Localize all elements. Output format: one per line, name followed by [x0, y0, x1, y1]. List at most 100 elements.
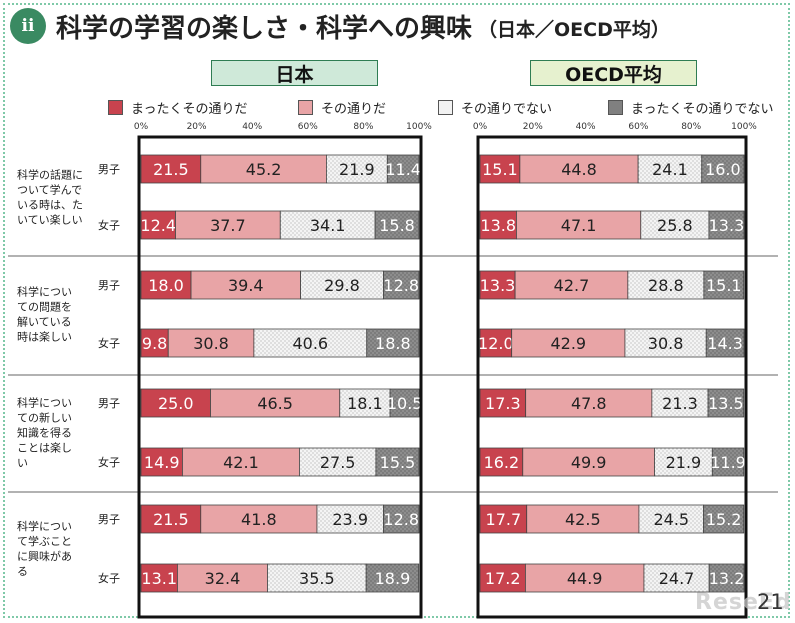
bar-segment-strongly-disagree — [366, 328, 420, 358]
data-label: 16.2 — [484, 453, 520, 472]
data-label: 44.8 — [561, 160, 597, 179]
data-label: 21.5 — [153, 160, 189, 179]
panel-frame-japan — [137, 135, 423, 619]
data-label: 18.0 — [148, 276, 184, 295]
question-label: 科学についての問題を解いている時は楽しい — [17, 285, 72, 344]
bar-segment-strongly-agree — [140, 447, 183, 477]
data-label: 13.3 — [480, 276, 516, 295]
bar-segment-disagree — [299, 447, 377, 477]
data-label: 17.3 — [485, 394, 521, 413]
bar-segment-strongly-agree — [140, 154, 202, 184]
bar-segment-disagree — [326, 154, 388, 184]
bar-segment-agree — [182, 447, 300, 477]
bar-segment-agree — [175, 210, 281, 240]
legend-item-disagree: その通りでない — [438, 98, 552, 117]
data-label: 42.5 — [565, 510, 601, 529]
bar-segment-strongly-agree — [479, 563, 526, 593]
axis-tick-label: 80% — [681, 122, 701, 132]
gender-label: 男子 — [98, 513, 120, 526]
data-label: 12.4 — [140, 216, 176, 235]
data-label: 27.5 — [320, 453, 356, 472]
bar-segment-strongly-disagree — [708, 210, 745, 240]
data-label: 12.0 — [478, 334, 514, 353]
bar-segment-agree — [514, 270, 629, 300]
data-label: 13.5 — [708, 394, 744, 413]
bar-segment-disagree — [627, 270, 705, 300]
page-subtitle: （日本／OECD平均） — [478, 18, 670, 41]
axis-tick-label: 40% — [576, 122, 596, 132]
data-label: 47.1 — [561, 216, 597, 235]
data-label: 18.8 — [375, 334, 411, 353]
data-label: 25.8 — [657, 216, 693, 235]
axis-tick-label: 100% — [731, 122, 757, 132]
region-label-oecd: OECD平均 — [530, 60, 697, 86]
data-label: 11.4 — [385, 160, 421, 179]
bar-segment-strongly-agree — [479, 270, 516, 300]
bar-segment-disagree — [267, 563, 367, 593]
bar-segment-strongly-disagree — [375, 447, 420, 477]
legend-item-strongly-agree: まったくその通りだ — [108, 98, 247, 117]
question-label: 科学について学ぶことに興味がある — [17, 519, 72, 578]
bar-segment-strongly-disagree — [383, 504, 420, 534]
bar-segment-disagree — [654, 447, 713, 477]
axis-tick-label: 60% — [298, 122, 318, 132]
data-label: 15.1 — [706, 276, 742, 295]
bar-segment-strongly-disagree — [365, 563, 420, 593]
section-badge: ii — [10, 8, 46, 44]
bar-segment-agree — [525, 388, 653, 418]
data-label: 47.8 — [571, 394, 607, 413]
data-label: 28.8 — [648, 276, 684, 295]
data-label: 10.5 — [387, 394, 423, 413]
data-label: 14.9 — [144, 453, 180, 472]
data-label: 23.9 — [332, 510, 368, 529]
data-label: 24.7 — [659, 569, 695, 588]
data-label: 13.8 — [480, 216, 516, 235]
data-label: 12.8 — [383, 276, 419, 295]
legend-item-agree: その通りだ — [298, 98, 386, 117]
data-label: 9.8 — [142, 334, 167, 353]
data-label: 29.8 — [324, 276, 360, 295]
bar-segment-strongly-agree — [140, 270, 192, 300]
bar-segment-strongly-agree — [479, 447, 524, 477]
axis-tick-label: 100% — [406, 122, 432, 132]
bar-segment-agree — [167, 328, 255, 358]
bar-segment-disagree — [637, 154, 703, 184]
legend-label: まったくその通りでない — [631, 102, 774, 117]
data-label: 16.0 — [705, 160, 741, 179]
data-label: 46.5 — [257, 394, 293, 413]
data-label: 40.6 — [292, 334, 328, 353]
bar-segment-strongly-agree — [140, 504, 202, 534]
data-label: 21.5 — [153, 510, 189, 529]
data-label: 45.2 — [246, 160, 282, 179]
page-number: 21 — [757, 590, 784, 614]
data-label: 18.1 — [347, 394, 383, 413]
bar-segment-disagree — [638, 504, 705, 534]
bar-segment-disagree — [253, 328, 368, 358]
bar-segment-strongly-disagree — [389, 388, 420, 418]
legend: まったくその通りだ その通りだ その通りでない まったくその通りでない — [108, 98, 788, 117]
bar-segment-strongly-agree — [479, 210, 517, 240]
data-label: 18.9 — [375, 569, 411, 588]
bar-segment-agree — [522, 447, 655, 477]
gender-label: 女子 — [98, 336, 120, 350]
bar-segment-strongly-disagree — [711, 447, 745, 477]
data-label: 32.4 — [205, 569, 241, 588]
data-label: 41.8 — [241, 510, 277, 529]
bar-segment-strongly-agree — [479, 154, 521, 184]
bar-segment-strongly-agree — [140, 563, 178, 593]
axis-tick-label: 40% — [242, 122, 262, 132]
panel-frame-oecd — [476, 135, 748, 619]
data-label: 21.9 — [339, 160, 375, 179]
data-label: 15.5 — [380, 453, 416, 472]
legend-swatch — [298, 100, 313, 115]
legend-item-strongly-disagree: まったくその通りでない — [608, 98, 773, 117]
question-label: 科学の話題について学んでいる時は、たいてい楽しい — [17, 168, 83, 227]
gender-label: 男子 — [98, 397, 120, 410]
data-label: 15.1 — [482, 160, 518, 179]
legend-swatch — [608, 100, 623, 115]
data-label: 17.7 — [486, 510, 522, 529]
page-title: 科学の学習の楽しさ・科学への興味 — [56, 13, 473, 44]
watermark-logo: ReseEd — [695, 590, 792, 615]
data-label: 17.2 — [485, 569, 521, 588]
